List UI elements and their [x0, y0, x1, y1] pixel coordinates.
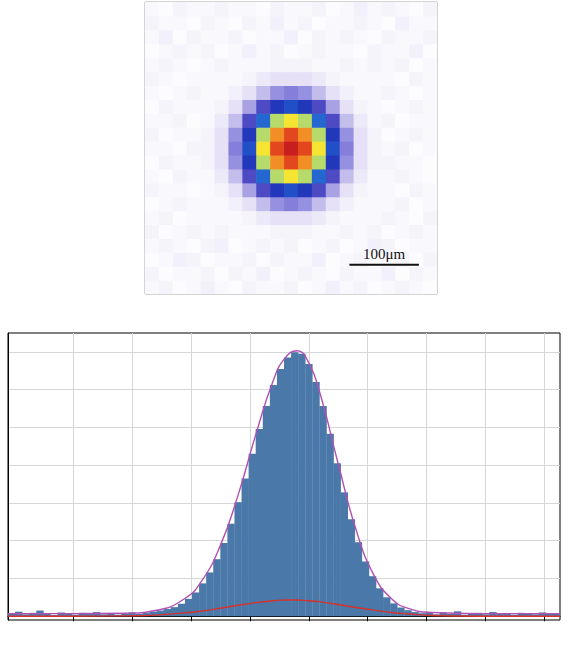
svg-text:100μm: 100μm [363, 246, 406, 262]
